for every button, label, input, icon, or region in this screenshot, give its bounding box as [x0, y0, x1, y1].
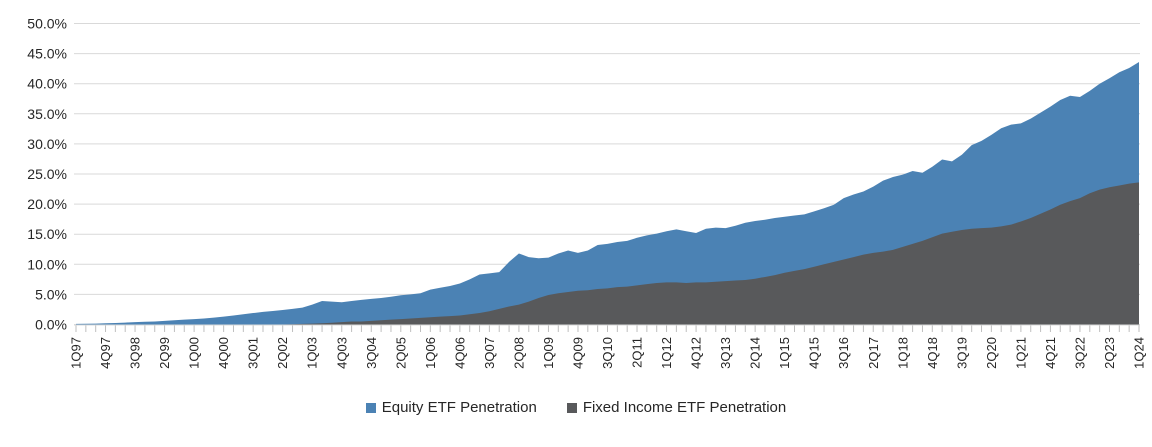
- x-tick-label: 4Q18: [925, 337, 940, 369]
- x-tick-label: 1Q09: [541, 337, 556, 369]
- x-tick-label: 1Q21: [1013, 337, 1028, 369]
- y-tick-label: 15.0%: [27, 226, 67, 242]
- x-tick-label: 3Q10: [600, 337, 615, 369]
- legend-label-equity: Equity ETF Penetration: [381, 399, 537, 416]
- y-tick-label: 45.0%: [27, 46, 67, 62]
- legend-label-fixed-income: Fixed Income ETF Penetration: [582, 399, 787, 416]
- fixed-income-etf-penetration-area: [76, 182, 1139, 325]
- x-tick-label: 1Q12: [659, 337, 674, 369]
- y-tick-label: 35.0%: [27, 106, 67, 122]
- x-tick-label: 2Q17: [866, 337, 881, 369]
- x-tick-label: 1Q18: [895, 337, 910, 369]
- y-tick-label: 0.0%: [35, 317, 67, 333]
- chart-legend: Equity ETF Penetration Fixed Income ETF …: [0, 399, 1152, 417]
- y-gridlines: [74, 23, 1140, 325]
- x-tick-label: 2Q11: [630, 337, 645, 368]
- x-tick-label: 4Q06: [452, 337, 467, 369]
- y-tick-label: 50.0%: [27, 16, 67, 32]
- x-tick-label: 3Q19: [954, 337, 969, 369]
- x-tick-label: 4Q97: [98, 337, 113, 369]
- y-tick-label: 5.0%: [35, 286, 67, 302]
- x-tick-label: 1Q15: [777, 337, 792, 369]
- x-tick-label: 2Q02: [275, 337, 290, 369]
- x-tick-label: 4Q09: [570, 337, 585, 369]
- x-tick-label: 1Q03: [305, 337, 320, 369]
- y-tick-label: 40.0%: [27, 76, 67, 92]
- x-tick-label: 2Q20: [984, 337, 999, 369]
- legend-item-fixed-income: Fixed Income ETF Penetration: [566, 399, 787, 417]
- y-tick-label: 20.0%: [27, 196, 67, 212]
- x-tick-label: 3Q07: [482, 337, 497, 369]
- equity-series-swatch-icon: [365, 403, 376, 413]
- x-tick-label: 4Q21: [1043, 337, 1058, 369]
- x-tick-label: 4Q15: [807, 337, 822, 369]
- x-tick-label: 1Q06: [423, 337, 438, 369]
- x-tick-label: 2Q23: [1102, 337, 1117, 369]
- x-tick-label: 2Q05: [393, 337, 408, 369]
- x-tick-label: 4Q00: [216, 337, 231, 369]
- x-tick-label: 3Q13: [718, 337, 733, 369]
- y-tick-label: 25.0%: [27, 166, 67, 182]
- x-tick-label: 4Q12: [689, 337, 704, 369]
- y-tick-label: 10.0%: [27, 256, 67, 272]
- x-axis-labels: 1Q97 4Q97 3Q98 2Q99 1Q00 4Q00 3Q01 2Q02 1Q03 4Q03…: [69, 337, 1147, 369]
- chart-plot-area: 0.0% 5.0% 10.0% 15.0% 20.0% 25.0% 30.0% 35.0% 40…: [27, 16, 1147, 369]
- x-tick-label: 2Q14: [748, 337, 763, 369]
- x-axis-ticks: [74, 324, 1140, 332]
- x-tick-label: 1Q97: [69, 337, 84, 369]
- x-tick-label: 2Q99: [157, 337, 172, 369]
- legend-item-equity: Equity ETF Penetration: [365, 399, 537, 417]
- x-tick-label: 1Q24: [1132, 337, 1147, 369]
- y-tick-label: 30.0%: [27, 136, 67, 152]
- x-tick-label: 3Q01: [246, 337, 261, 369]
- x-tick-label: 3Q16: [836, 337, 851, 369]
- x-tick-label: 1Q00: [187, 337, 202, 369]
- fixed-income-series-swatch-icon: [566, 403, 577, 413]
- x-tick-label: 2Q08: [511, 337, 526, 369]
- x-tick-label: 3Q22: [1072, 337, 1087, 369]
- x-tick-label: 4Q03: [334, 337, 349, 369]
- y-axis-labels: 0.0% 5.0% 10.0% 15.0% 20.0% 25.0% 30.0% 35.0% 40…: [27, 16, 67, 333]
- x-tick-label: 3Q04: [364, 337, 379, 369]
- x-tick-label: 3Q98: [128, 337, 143, 369]
